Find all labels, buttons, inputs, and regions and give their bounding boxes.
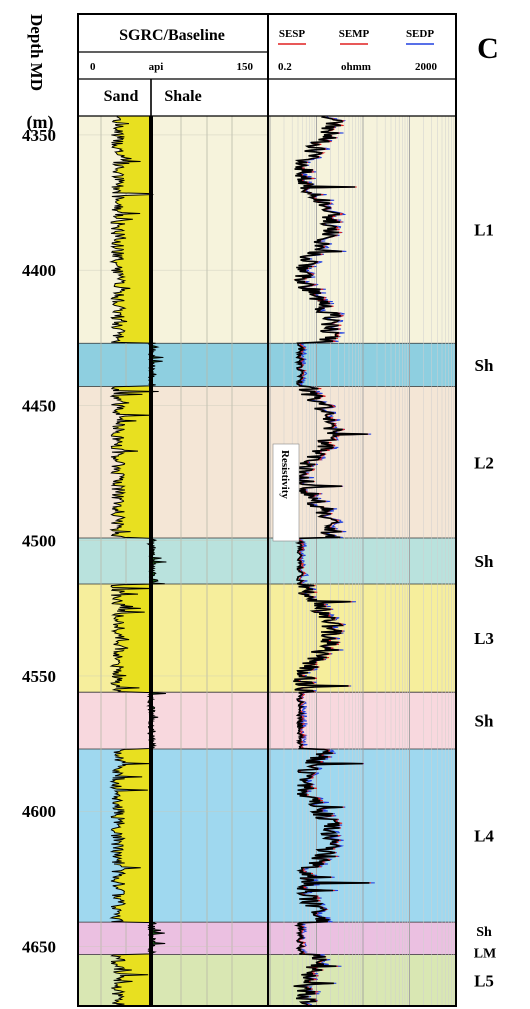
res-curve-main [293, 115, 370, 1006]
zone-label-5: Sh [475, 712, 494, 731]
gr-scale-max: 150 [237, 61, 254, 73]
sand-fill [111, 116, 151, 1006]
panel-letter: C [477, 32, 499, 65]
resistivity-annotation: Resistivity [279, 450, 291, 499]
depth-tick-4400: 4400 [22, 261, 56, 280]
curve-name-semp: SEMP [339, 28, 370, 40]
gr-scale-min: 0 [90, 61, 96, 73]
zone-label-1: Sh [475, 356, 494, 375]
depth-axis-title: Depth MD [27, 14, 46, 91]
res-scale-max: 2000 [415, 61, 438, 73]
grid-lines [79, 116, 455, 1006]
sand-label: Sand [104, 88, 139, 105]
res-scale-unit: ohmm [341, 61, 371, 73]
depth-tick-4500: 4500 [22, 532, 56, 551]
zone-label-4: L3 [474, 629, 494, 648]
zone-labels: L1 Sh L2 Sh L3 Sh L4 Sh L5 LM [474, 221, 497, 991]
gr-scale-unit: api [149, 61, 164, 73]
track-frame [77, 13, 457, 1007]
curve-name-sesp: SESP [279, 28, 306, 40]
zone-label-lm: LM [474, 947, 497, 962]
depth-axis-unit: (m) [27, 112, 54, 133]
zone-label-2: L2 [474, 453, 494, 472]
zone-label-6: L4 [474, 827, 494, 846]
zone-label-8: L5 [474, 971, 494, 990]
curve-name-sedp: SEDP [406, 28, 434, 40]
zone-label-0: L1 [474, 221, 494, 240]
gr-track-title: SGRC/Baseline [119, 27, 225, 44]
res-scale-min: 0.2 [278, 61, 292, 73]
depth-tick-4550: 4550 [22, 667, 56, 686]
depth-tick-4600: 4600 [22, 802, 56, 821]
zone-label-3: Sh [475, 552, 494, 571]
depth-tick-4450: 4450 [22, 396, 56, 415]
resistivity-annotation-box [272, 443, 300, 542]
log-curves [109, 115, 375, 1006]
depth-tick-4350: 4350 [22, 126, 56, 145]
depth-tick-4650: 4650 [22, 937, 56, 956]
shale-label: Shale [164, 88, 201, 105]
depth-tick-labels: 4350 4400 4450 4500 4550 4600 4650 [22, 126, 56, 957]
zone-label-7: Sh [476, 925, 492, 940]
